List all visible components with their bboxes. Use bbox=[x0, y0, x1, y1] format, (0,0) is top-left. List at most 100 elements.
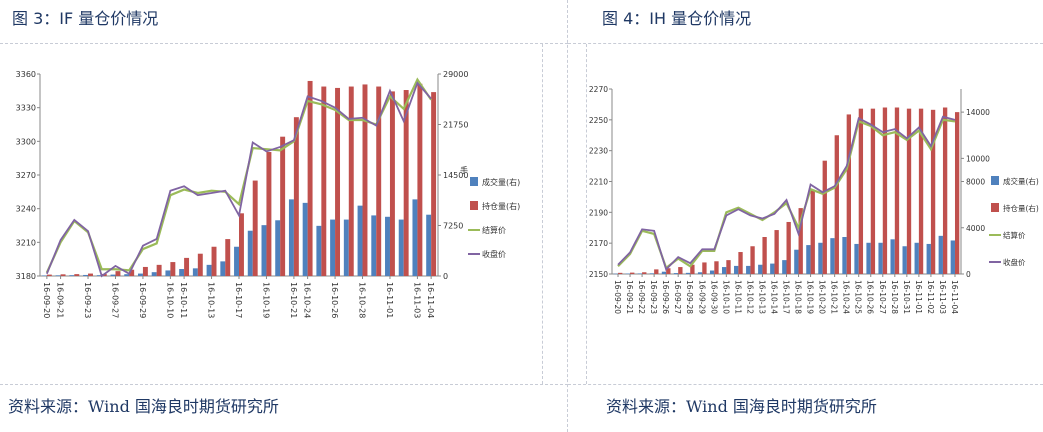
legend-label: 结算价 bbox=[482, 225, 506, 235]
right-tick-label: 21750 bbox=[443, 121, 468, 130]
left-tick-label: 3360 bbox=[16, 70, 36, 79]
x-tick-label: 16-09-28 bbox=[685, 280, 694, 314]
x-tick-label: 16-11-04 bbox=[950, 280, 959, 314]
open-interest-bar bbox=[293, 117, 299, 276]
open-interest-bar bbox=[184, 257, 190, 276]
volume-bar bbox=[385, 216, 390, 276]
open-interest-bar bbox=[702, 262, 707, 274]
figure-divider bbox=[567, 0, 568, 432]
x-tick-label: 16-10-26 bbox=[866, 280, 875, 314]
open-interest-bar bbox=[46, 274, 52, 276]
legend-label: 持仓量(右) bbox=[482, 201, 520, 211]
x-tick-label: 16-10-19 bbox=[806, 280, 815, 314]
volume-bar bbox=[124, 274, 130, 276]
x-tick-label: 16-09-21 bbox=[56, 282, 65, 318]
volume-bar bbox=[721, 267, 727, 274]
x-tick-label: 16-10-17 bbox=[234, 282, 243, 318]
x-tick-label: 16-09-29 bbox=[697, 280, 706, 314]
x-tick-label: 16-10-13 bbox=[207, 282, 216, 318]
x-tick-label: 16-11-03 bbox=[938, 280, 947, 314]
open-interest-bar bbox=[197, 253, 203, 276]
x-tick-label: 16-11-01 bbox=[385, 282, 394, 318]
x-tick-label: 16-10-17 bbox=[782, 280, 791, 314]
open-interest-bar bbox=[88, 273, 93, 276]
volume-bar bbox=[357, 205, 363, 276]
x-tick-label: 16-09-23 bbox=[649, 280, 658, 314]
left-tick-label: 2250 bbox=[589, 116, 608, 125]
x-tick-label: 16-10-10 bbox=[721, 280, 730, 314]
open-interest-bar bbox=[678, 267, 683, 274]
open-interest-bar bbox=[918, 108, 924, 274]
volume-bar bbox=[625, 273, 631, 275]
open-interest-bar bbox=[894, 107, 900, 274]
volume-bar bbox=[697, 272, 703, 274]
volume-bar bbox=[613, 273, 619, 275]
open-interest-bar bbox=[930, 109, 936, 274]
volume-bar bbox=[866, 242, 871, 274]
volume-bar bbox=[890, 239, 895, 274]
x-tick-label: 16-10-27 bbox=[878, 280, 887, 314]
open-interest-bar bbox=[239, 213, 244, 276]
open-interest-bar bbox=[280, 136, 286, 276]
open-interest-bar bbox=[666, 268, 671, 274]
x-tick-label: 16-11-04 bbox=[426, 282, 435, 318]
open-interest-bar bbox=[642, 272, 647, 274]
right-tick-label: 8000 bbox=[966, 178, 985, 187]
volume-bar bbox=[110, 274, 116, 276]
x-tick-label: 16-10-28 bbox=[890, 280, 899, 314]
open-interest-bar bbox=[156, 264, 162, 276]
open-interest-bar bbox=[822, 160, 827, 274]
volume-bar bbox=[55, 275, 61, 276]
volume-bar bbox=[179, 269, 185, 276]
open-interest-bar bbox=[362, 84, 368, 276]
right-tick-label: 0 bbox=[443, 272, 448, 281]
open-interest-bar bbox=[403, 90, 409, 276]
if-volume-oi-price-chart: 3180 3210 3240 3270 3300 3330 3360 0 7250 14500 21… bbox=[16, 70, 521, 318]
x-tick-label: 16-09-27 bbox=[673, 280, 682, 314]
open-interest-bar bbox=[726, 260, 731, 274]
volume-bar bbox=[192, 268, 198, 276]
left-tick-label: 3180 bbox=[16, 272, 36, 281]
x-tick-label: 16-09-27 bbox=[110, 282, 119, 318]
close-price-line bbox=[617, 115, 956, 272]
volume-bar bbox=[302, 202, 308, 276]
volume-bar bbox=[782, 260, 787, 274]
legend-label: 结算价 bbox=[1003, 230, 1026, 240]
open-interest-bar bbox=[858, 108, 864, 274]
open-interest-bar bbox=[60, 274, 66, 276]
volume-bar bbox=[926, 243, 931, 274]
figure-4-source: 资料来源：Wind 国海良时期货研究所 bbox=[568, 384, 1043, 432]
x-tick-label: 16-10-26 bbox=[330, 282, 339, 318]
open-interest-bar bbox=[321, 86, 327, 276]
volume-bar bbox=[878, 242, 883, 274]
volume-bar bbox=[709, 270, 715, 274]
volume-bar bbox=[914, 242, 919, 274]
right-tick-label: 14000 bbox=[966, 108, 990, 117]
x-tick-label: 16-10-31 bbox=[902, 280, 911, 314]
x-tick-label: 16-09-21 bbox=[625, 280, 634, 314]
left-tick-label: 2170 bbox=[589, 239, 608, 248]
oi-legend-swatch bbox=[470, 201, 478, 210]
volume-bar bbox=[371, 215, 377, 276]
left-tick-label: 3240 bbox=[16, 205, 36, 214]
x-tick-label: 16-09-29 bbox=[138, 282, 147, 318]
open-interest-bar bbox=[954, 112, 960, 274]
open-interest-bar bbox=[942, 107, 948, 274]
left-tick-label: 3300 bbox=[16, 137, 36, 146]
volume-bar bbox=[649, 273, 655, 274]
x-tick-label: 16-10-24 bbox=[842, 280, 851, 314]
volume-bar bbox=[220, 261, 226, 276]
ih-volume-oi-price-chart: 2150 2170 2190 2210 2230 2250 2270 0 4000 8000 100… bbox=[589, 85, 1039, 314]
volume-bar bbox=[950, 240, 955, 274]
open-interest-bar bbox=[431, 92, 437, 276]
left-tick-label: 3210 bbox=[16, 238, 36, 247]
open-interest-bar bbox=[307, 80, 313, 276]
open-interest-bar bbox=[870, 108, 876, 274]
open-interest-bar bbox=[810, 189, 815, 274]
x-tick-label: 16-10-20 bbox=[818, 280, 827, 314]
x-tick-label: 16-10-10 bbox=[165, 282, 174, 318]
volume-bar bbox=[770, 263, 775, 274]
panel-divider bbox=[542, 44, 543, 384]
open-interest-bar bbox=[882, 107, 888, 274]
volume-bar bbox=[343, 219, 349, 276]
